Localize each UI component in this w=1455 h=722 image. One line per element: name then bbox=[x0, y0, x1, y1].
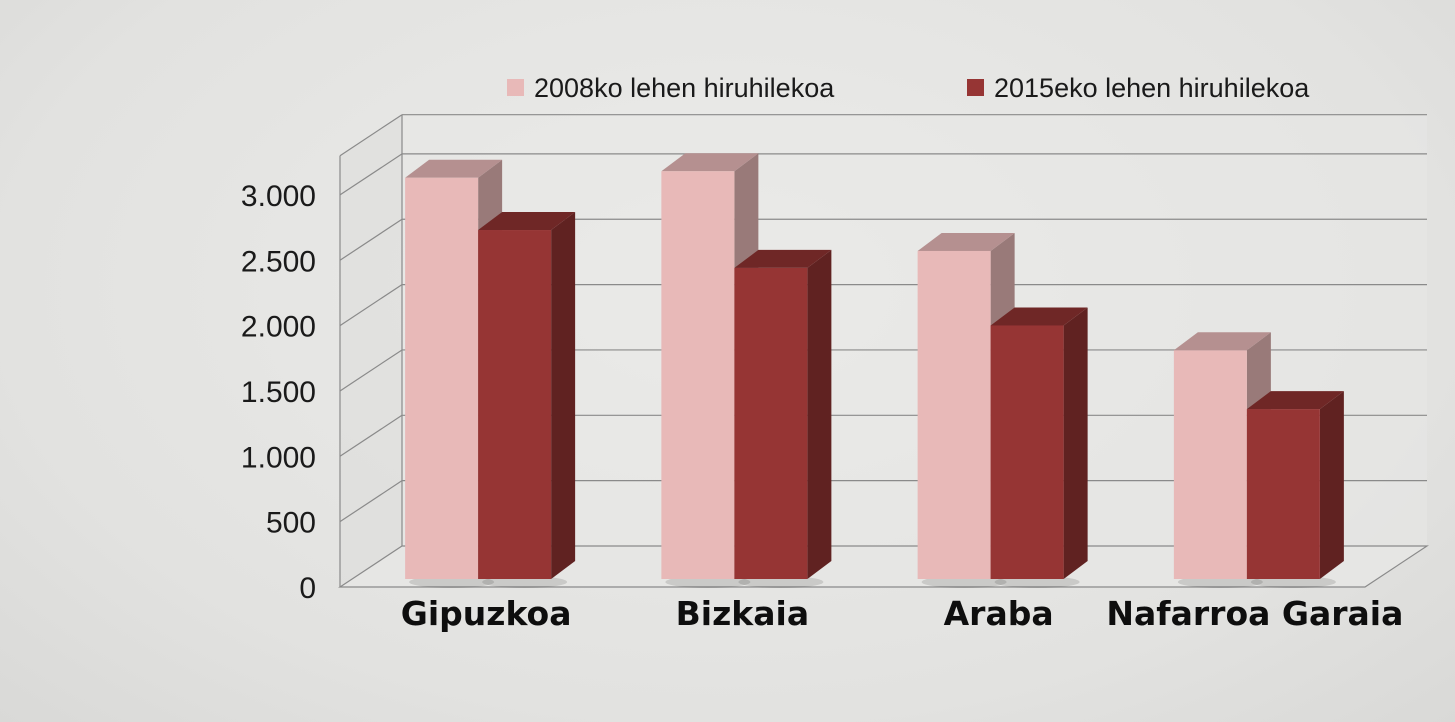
gridline-depth bbox=[339, 414, 403, 457]
bar-top bbox=[661, 153, 759, 172]
back-wall bbox=[402, 114, 1427, 546]
bar-top bbox=[734, 249, 832, 268]
bar-front bbox=[661, 171, 735, 579]
bar-front bbox=[917, 250, 991, 579]
legend-swatch bbox=[967, 79, 984, 96]
legend-item: 2015eko lehen hiruhilekoa bbox=[967, 73, 1310, 103]
bar-top bbox=[405, 159, 503, 178]
x-axis-categories: Gipuzkoa Bizkaia Araba Nafarroa Garaia bbox=[401, 594, 1404, 633]
y-tick-label: 1.500 bbox=[241, 376, 316, 409]
bar-front bbox=[734, 267, 808, 579]
chart-walls bbox=[340, 114, 1427, 587]
bar-top bbox=[917, 232, 1015, 251]
bar-side bbox=[807, 249, 832, 579]
bar-front bbox=[1246, 409, 1320, 579]
bar-front bbox=[405, 177, 479, 579]
legend-label: 2008ko lehen hiruhilekoa bbox=[534, 73, 835, 103]
chart-floor bbox=[338, 545, 1429, 588]
side-wall bbox=[340, 114, 402, 587]
gridline-depth bbox=[339, 218, 403, 261]
bar-top bbox=[1173, 332, 1271, 351]
bar bbox=[990, 307, 1088, 588]
gridline-depth bbox=[339, 480, 403, 523]
legend: 2008ko lehen hiruhilekoa 2015eko lehen hi… bbox=[507, 73, 1310, 103]
bar bbox=[734, 249, 832, 588]
y-tick-label: 3.000 bbox=[241, 180, 316, 213]
bar bbox=[478, 212, 576, 588]
gridline-depth bbox=[339, 349, 403, 392]
y-tick-label: 500 bbox=[266, 507, 316, 540]
bar bbox=[1246, 391, 1344, 588]
y-tick-label: 2.000 bbox=[241, 311, 316, 344]
bar-side bbox=[1319, 391, 1344, 579]
gridline-depth bbox=[339, 114, 403, 157]
legend-item: 2008ko lehen hiruhilekoa bbox=[507, 73, 835, 103]
category-label: Nafarroa Garaia bbox=[1106, 594, 1403, 633]
legend-label: 2015eko lehen hiruhilekoa bbox=[994, 73, 1310, 103]
bar-top bbox=[478, 212, 576, 231]
legend-swatch bbox=[507, 79, 524, 96]
y-axis-ticks: 0 500 1.000 1.500 2.000 2.500 3.000 bbox=[241, 180, 316, 605]
gridline-depth bbox=[339, 153, 403, 196]
bar-top bbox=[990, 307, 1088, 326]
bars bbox=[405, 153, 1344, 588]
y-tick-label: 1.000 bbox=[241, 441, 316, 474]
bar-top bbox=[1246, 391, 1344, 410]
bar-front bbox=[990, 325, 1064, 579]
bar-front bbox=[1173, 350, 1247, 579]
y-tick-label: 0 bbox=[299, 572, 316, 605]
category-label: Araba bbox=[944, 594, 1054, 633]
bar-side bbox=[1063, 307, 1088, 579]
bar-side bbox=[551, 212, 576, 579]
category-label: Bizkaia bbox=[676, 594, 809, 633]
y-tick-label: 2.500 bbox=[241, 245, 316, 278]
floor-plane bbox=[338, 545, 1429, 588]
gridline-depth bbox=[339, 284, 403, 327]
bar-front bbox=[478, 230, 552, 579]
category-label: Gipuzkoa bbox=[401, 594, 572, 633]
